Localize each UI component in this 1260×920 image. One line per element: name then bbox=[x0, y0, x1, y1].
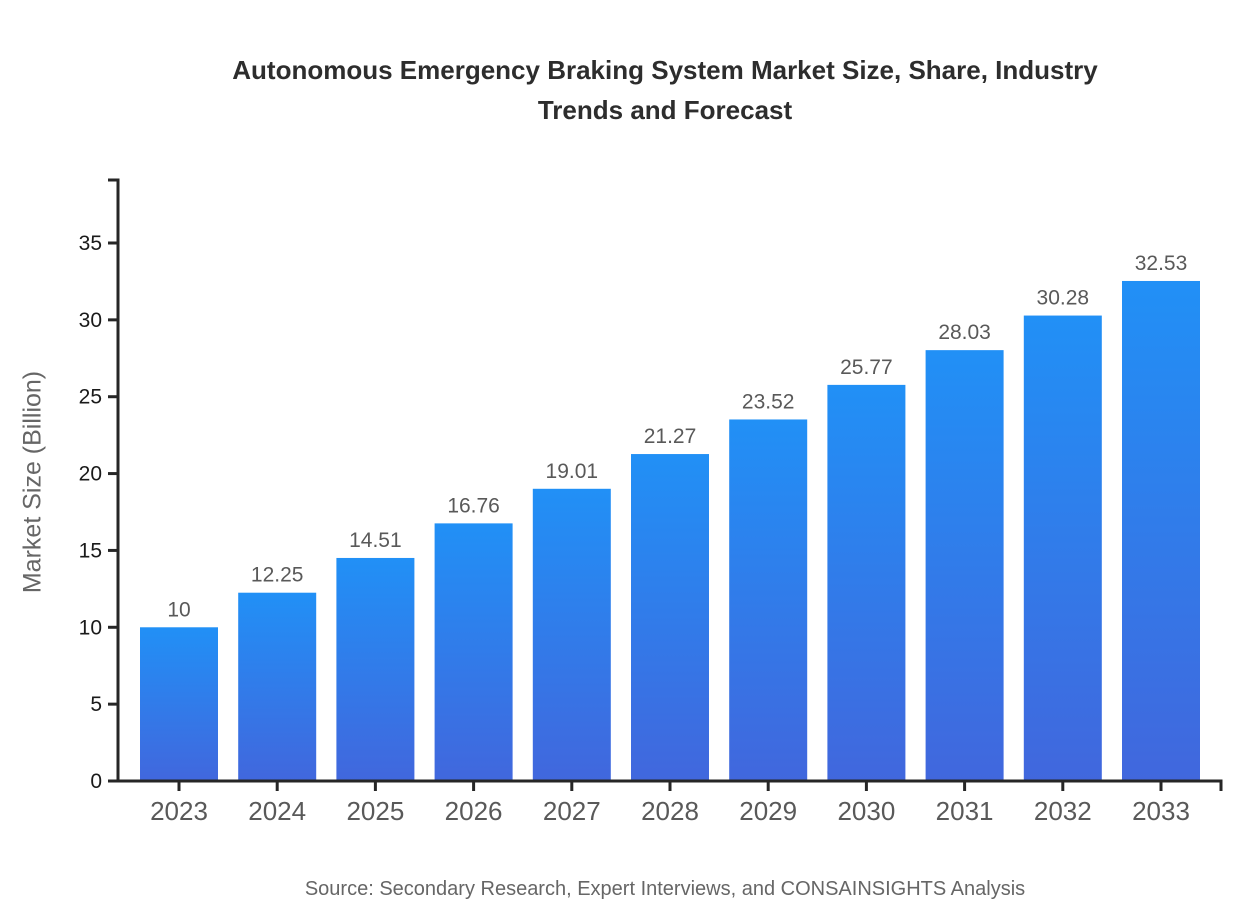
bar-value-label: 30.28 bbox=[1037, 287, 1090, 310]
bar-value-label: 28.03 bbox=[938, 321, 991, 344]
y-axis-line bbox=[108, 178, 120, 781]
bar-value-label: 19.01 bbox=[546, 460, 599, 483]
bar bbox=[532, 488, 611, 781]
x-tick-label: 2027 bbox=[543, 796, 601, 826]
bar-value-label: 32.53 bbox=[1135, 252, 1188, 275]
bar-value-label: 12.25 bbox=[251, 564, 304, 587]
bar-value-label: 25.77 bbox=[840, 356, 893, 379]
x-tick-label: 2031 bbox=[936, 796, 994, 826]
x-tick-label: 2026 bbox=[445, 796, 503, 826]
bar bbox=[140, 627, 218, 781]
bar-value-label: 14.51 bbox=[349, 529, 402, 552]
x-tick-label: 2033 bbox=[1132, 796, 1190, 826]
bar bbox=[336, 557, 415, 781]
y-tick-label: 20 bbox=[79, 463, 102, 486]
x-tick-label: 2030 bbox=[837, 796, 895, 826]
y-tick-label: 25 bbox=[79, 386, 102, 409]
chart-title-text: Autonomous Emergency Braking System Mark… bbox=[232, 55, 1098, 125]
x-tick-label: 2032 bbox=[1034, 796, 1092, 826]
bar bbox=[729, 419, 808, 781]
bar-value-label: 21.27 bbox=[644, 425, 697, 448]
x-tick-label: 2029 bbox=[739, 796, 797, 826]
x-tick-label: 2028 bbox=[641, 796, 699, 826]
bar bbox=[434, 523, 513, 781]
y-axis-title: Market Size (Billion) bbox=[18, 370, 47, 594]
bar bbox=[631, 454, 709, 781]
bar-value-label: 10 bbox=[167, 598, 190, 621]
bar bbox=[925, 350, 1004, 781]
chart-title: Autonomous Emergency Braking System Mark… bbox=[80, 50, 1250, 130]
source-note: Source: Secondary Research, Expert Inter… bbox=[304, 878, 1026, 900]
y-tick-label: 5 bbox=[90, 693, 102, 716]
bar bbox=[827, 384, 906, 781]
y-tick-label: 30 bbox=[79, 309, 102, 332]
bar-value-label: 23.52 bbox=[742, 390, 795, 413]
x-tick-label: 2024 bbox=[248, 796, 306, 826]
y-tick-label: 35 bbox=[79, 232, 102, 255]
bar bbox=[1023, 315, 1102, 781]
y-tick-label: 10 bbox=[79, 616, 102, 639]
y-tick-label: 15 bbox=[79, 539, 102, 562]
bar-value-label: 16.76 bbox=[447, 494, 500, 517]
x-tick-label: 2025 bbox=[346, 796, 404, 826]
bar bbox=[1122, 280, 1200, 781]
y-tick-label: 0 bbox=[90, 770, 102, 793]
x-axis-line bbox=[118, 779, 1223, 791]
x-tick-label: 2023 bbox=[150, 796, 208, 826]
bar bbox=[238, 592, 317, 781]
